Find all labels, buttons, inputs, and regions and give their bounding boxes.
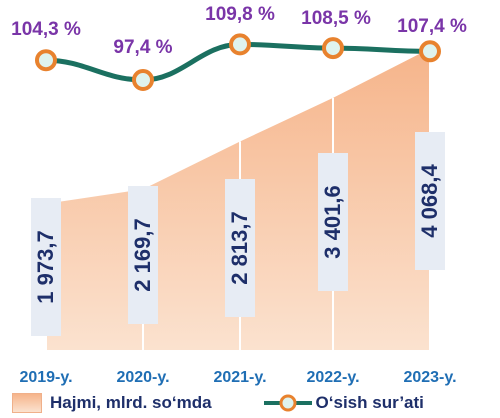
chart: 1 973,7 2 169,7 2 813,7 3 401,6 4 068,4 104,… xyxy=(11,4,467,386)
legend-label-volume: Hajmi, mlrd. so‘mda xyxy=(50,393,212,412)
growth-marker xyxy=(322,37,344,60)
legend-item-volume: Hajmi, mlrd. so‘mda xyxy=(12,393,212,413)
value-label-text: 1 973,7 xyxy=(33,230,58,303)
x-axis-label: 2021-y. xyxy=(213,369,266,386)
growth-label: 97,4 % xyxy=(113,37,172,58)
value-label-text: 2 813,7 xyxy=(227,211,252,284)
legend-swatch-area xyxy=(12,393,42,413)
area-value-label: 4 068,4 xyxy=(415,132,445,270)
area-value-label: 3 401,6 xyxy=(318,153,348,291)
growth-label: 108,5 % xyxy=(301,8,371,29)
growth-marker xyxy=(229,33,251,56)
x-axis-label: 2022-y. xyxy=(306,369,359,386)
value-label-box xyxy=(31,198,61,336)
legend-item-growth: O‘sish sur’ati xyxy=(263,393,424,413)
value-label-text: 4 068,4 xyxy=(417,164,442,238)
growth-label: 104,3 % xyxy=(11,19,81,40)
legend-label-growth: O‘sish sur’ati xyxy=(315,393,424,412)
value-label-box xyxy=(318,153,348,291)
growth-label: 109,8 % xyxy=(205,4,275,25)
line-series xyxy=(35,33,441,91)
growth-labels: 104,3 % 97,4 % 109,8 % 108,5 % 107,4 % xyxy=(11,4,467,58)
growth-marker xyxy=(419,40,441,63)
area-value-label: 2 169,7 xyxy=(128,186,158,324)
value-label-box xyxy=(225,179,255,317)
growth-label: 107,4 % xyxy=(397,16,467,37)
area-value-labels: 1 973,7 2 169,7 2 813,7 3 401,6 4 068,4 xyxy=(31,132,445,336)
legend-swatch-line xyxy=(263,394,312,412)
value-label-text: 3 401,6 xyxy=(320,185,345,258)
x-axis-label: 2023-y. xyxy=(403,369,456,386)
x-axis-label: 2020-y. xyxy=(116,369,169,386)
growth-marker xyxy=(35,49,57,72)
area-value-label: 1 973,7 xyxy=(31,198,61,336)
value-label-text: 2 169,7 xyxy=(130,218,155,291)
value-label-box xyxy=(415,132,445,270)
value-label-box xyxy=(128,186,158,324)
area-value-label: 2 813,7 xyxy=(225,179,255,317)
legend: Hajmi, mlrd. so‘mda O‘sish sur’ati xyxy=(0,388,500,418)
growth-marker xyxy=(132,69,154,91)
x-axis-label: 2019-y. xyxy=(19,369,72,386)
x-axis-labels: 2019-y. 2020-y. 2021-y. 2022-y. 2023-y. xyxy=(19,369,456,386)
